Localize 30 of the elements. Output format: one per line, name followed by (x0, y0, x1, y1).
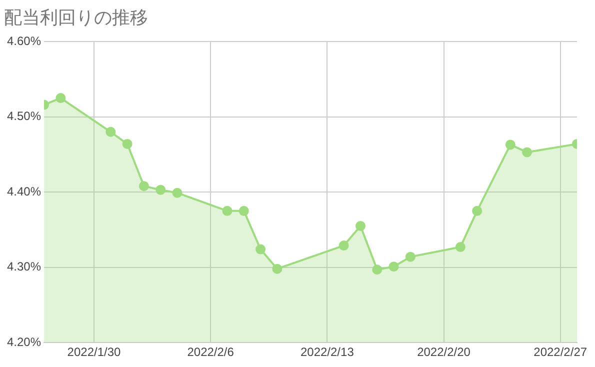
point (238, 206, 249, 216)
point (455, 242, 466, 252)
point (372, 264, 382, 275)
point (272, 264, 282, 274)
point (56, 93, 66, 104)
point (156, 184, 166, 195)
point (172, 188, 182, 198)
chart-title: 配当利回りの推移 (4, 7, 148, 28)
point (222, 206, 232, 216)
y-tick-label: 4.40% (6, 184, 42, 198)
point (472, 206, 482, 216)
point (355, 220, 366, 231)
point (256, 244, 266, 254)
x-tick-label: 2022/2/6 (187, 345, 234, 360)
y-tick-label: 4.60% (6, 34, 42, 48)
y-tick-label: 4.30% (6, 260, 42, 274)
y-tick-label: 4.20% (6, 334, 42, 349)
point (505, 140, 516, 150)
point (122, 138, 132, 149)
y-tick-label: 4.50% (6, 109, 42, 124)
point (522, 147, 532, 158)
point (388, 262, 399, 272)
point (405, 252, 416, 262)
point (106, 126, 116, 137)
point (138, 181, 149, 192)
point (338, 240, 349, 251)
x-tick-label: 2022/2/27 (534, 345, 588, 360)
x-tick-label: 2022/1/30 (67, 345, 122, 360)
x-tick-label: 2022/2/20 (417, 345, 471, 360)
x-tick-label: 2022/2/13 (300, 345, 354, 360)
